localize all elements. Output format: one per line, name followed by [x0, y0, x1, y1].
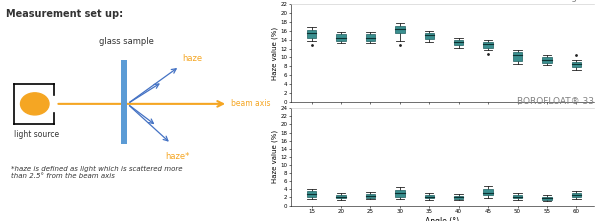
Y-axis label: Haze value (%): Haze value (%): [271, 27, 278, 80]
Bar: [484, 42, 493, 48]
Bar: [484, 189, 493, 195]
Bar: [337, 195, 346, 198]
Text: *haze is defined as light which is scattered more
than 2.5° from the beam axis: *haze is defined as light which is scatt…: [11, 166, 183, 179]
Text: glass sample: glass sample: [100, 37, 154, 46]
Circle shape: [20, 93, 49, 115]
Bar: [395, 190, 404, 197]
Bar: [542, 57, 551, 63]
Bar: [395, 26, 404, 33]
Bar: [307, 30, 316, 38]
Text: light source: light source: [14, 130, 59, 139]
Text: Measurement set up:: Measurement set up:: [6, 9, 123, 19]
Text: BOROFLOAT® 33: BOROFLOAT® 33: [517, 97, 594, 106]
Bar: [366, 194, 375, 198]
Text: haze*: haze*: [165, 152, 190, 162]
X-axis label: Angle (°): Angle (°): [425, 217, 460, 221]
Text: haze: haze: [182, 54, 203, 63]
Bar: [307, 191, 316, 197]
Bar: [337, 34, 346, 41]
Text: beam axis: beam axis: [231, 99, 271, 108]
Text: Soda-lime glass: Soda-lime glass: [523, 0, 594, 2]
Bar: [572, 62, 581, 67]
Bar: [425, 195, 434, 198]
Bar: [121, 60, 127, 144]
Y-axis label: Haze value (%): Haze value (%): [271, 130, 278, 183]
Bar: [454, 40, 463, 45]
Bar: [572, 193, 581, 197]
Bar: [542, 197, 551, 200]
Bar: [425, 33, 434, 39]
Bar: [366, 34, 375, 41]
Bar: [454, 196, 463, 199]
Bar: [513, 52, 522, 61]
Bar: [513, 195, 522, 198]
